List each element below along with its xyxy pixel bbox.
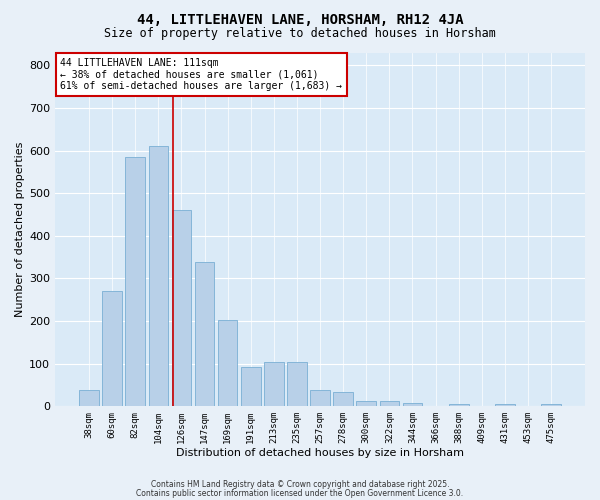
Y-axis label: Number of detached properties: Number of detached properties [15,142,25,317]
Bar [495,404,515,406]
Bar [172,210,191,406]
Text: Contains public sector information licensed under the Open Government Licence 3.: Contains public sector information licen… [136,488,464,498]
Bar [79,390,99,406]
Bar [541,404,561,406]
Bar [334,392,353,406]
Bar [403,403,422,406]
Bar [218,320,238,406]
Bar [380,400,399,406]
Text: 44 LITTLEHAVEN LANE: 111sqm
← 38% of detached houses are smaller (1,061)
61% of : 44 LITTLEHAVEN LANE: 111sqm ← 38% of det… [61,58,343,91]
Bar [149,146,168,406]
Bar [241,366,260,406]
Bar [287,362,307,406]
Bar [356,400,376,406]
Text: Size of property relative to detached houses in Horsham: Size of property relative to detached ho… [104,28,496,40]
Title: 44, LITTLEHAVEN LANE, HORSHAM, RH12 4JA
Size of property relative to detached ho: 44, LITTLEHAVEN LANE, HORSHAM, RH12 4JA … [0,499,1,500]
Text: 44, LITTLEHAVEN LANE, HORSHAM, RH12 4JA: 44, LITTLEHAVEN LANE, HORSHAM, RH12 4JA [137,12,463,26]
Bar [125,157,145,406]
Bar [449,404,469,406]
Bar [264,362,284,406]
Bar [310,390,330,406]
X-axis label: Distribution of detached houses by size in Horsham: Distribution of detached houses by size … [176,448,464,458]
Bar [103,291,122,406]
Bar [195,262,214,406]
Text: Contains HM Land Registry data © Crown copyright and database right 2025.: Contains HM Land Registry data © Crown c… [151,480,449,489]
